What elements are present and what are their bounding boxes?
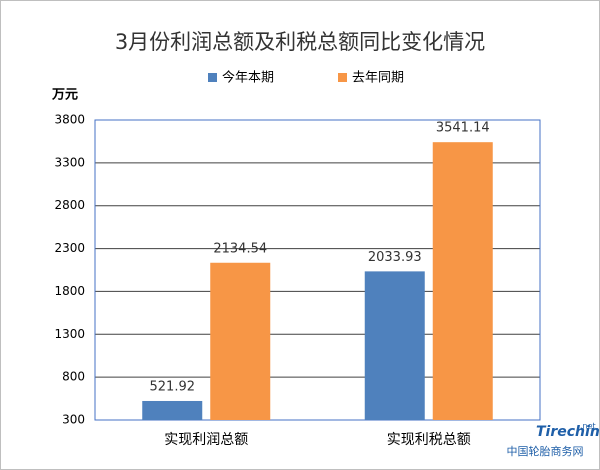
x-tick-label: 实现利润总额 [164, 432, 248, 448]
watermark: Tirechina .net 中国轮胎商务网 [507, 422, 600, 459]
y-tick-label: 800 [62, 370, 85, 384]
legend-label: 今年本期 [222, 70, 274, 86]
y-axis-label: 万元 [51, 88, 78, 103]
y-tick-label: 3300 [54, 155, 85, 169]
watermark-brand: Tirechina [536, 424, 600, 440]
watermark-site: 中国轮胎商务网 [507, 444, 584, 458]
y-tick-label: 300 [62, 413, 85, 427]
y-tick-label: 3800 [54, 113, 85, 127]
data-label: 2134.54 [213, 241, 267, 256]
data-label: 2033.93 [368, 250, 422, 265]
plot-border [94, 119, 541, 421]
data-label: 3541.14 [436, 121, 490, 136]
bar [364, 271, 425, 420]
watermark-suffix: .net [580, 422, 596, 431]
x-tick-label: 实现利税总额 [387, 432, 471, 448]
bar [432, 142, 493, 421]
y-tick-label: 1300 [54, 327, 85, 341]
y-tick-label: 2800 [54, 198, 85, 212]
bar [210, 262, 271, 420]
chart-title: 3月份利润总额及利税总额同比变化情况 [115, 30, 485, 54]
y-tick-label: 1800 [54, 284, 85, 298]
legend-label: 去年同期 [352, 71, 404, 86]
data-label: 521.92 [150, 379, 196, 394]
legend-swatch [338, 73, 347, 82]
bar [142, 400, 203, 420]
y-tick-label: 2300 [54, 241, 85, 255]
legend-swatch [208, 73, 217, 82]
